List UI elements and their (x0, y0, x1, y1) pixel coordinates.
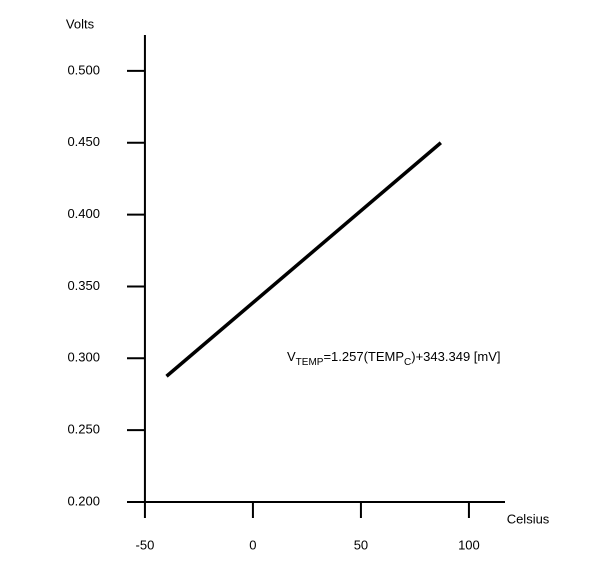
annotation-sub: TEMP (296, 357, 324, 368)
y-tick-label: 0.450 (67, 134, 100, 149)
y-tick-label: 0.300 (67, 350, 100, 365)
x-axis-label: Celsius (507, 511, 550, 526)
annotation-sub: C (404, 357, 411, 368)
y-tick-label: 0.350 (67, 278, 100, 293)
data-line (165, 141, 442, 378)
y-tick-label: 0.250 (67, 422, 100, 437)
y-tick-label: 0.200 (67, 493, 100, 508)
y-axis-label: Volts (66, 16, 95, 31)
annotation-part: V (287, 349, 296, 364)
y-tick-label: 0.500 (67, 62, 100, 77)
x-tick-label: 50 (354, 537, 368, 552)
annotation-part: )+343.349 [mV] (411, 349, 500, 364)
y-tick-label: 0.400 (67, 206, 100, 221)
annotation: VTEMP=1.257(TEMPC)+343.349 [mV] (287, 349, 501, 367)
x-tick-label: -50 (136, 537, 155, 552)
x-tick-label: 0 (249, 537, 256, 552)
annotation-part: =1.257(TEMP (323, 349, 404, 364)
x-tick-label: 100 (458, 537, 480, 552)
